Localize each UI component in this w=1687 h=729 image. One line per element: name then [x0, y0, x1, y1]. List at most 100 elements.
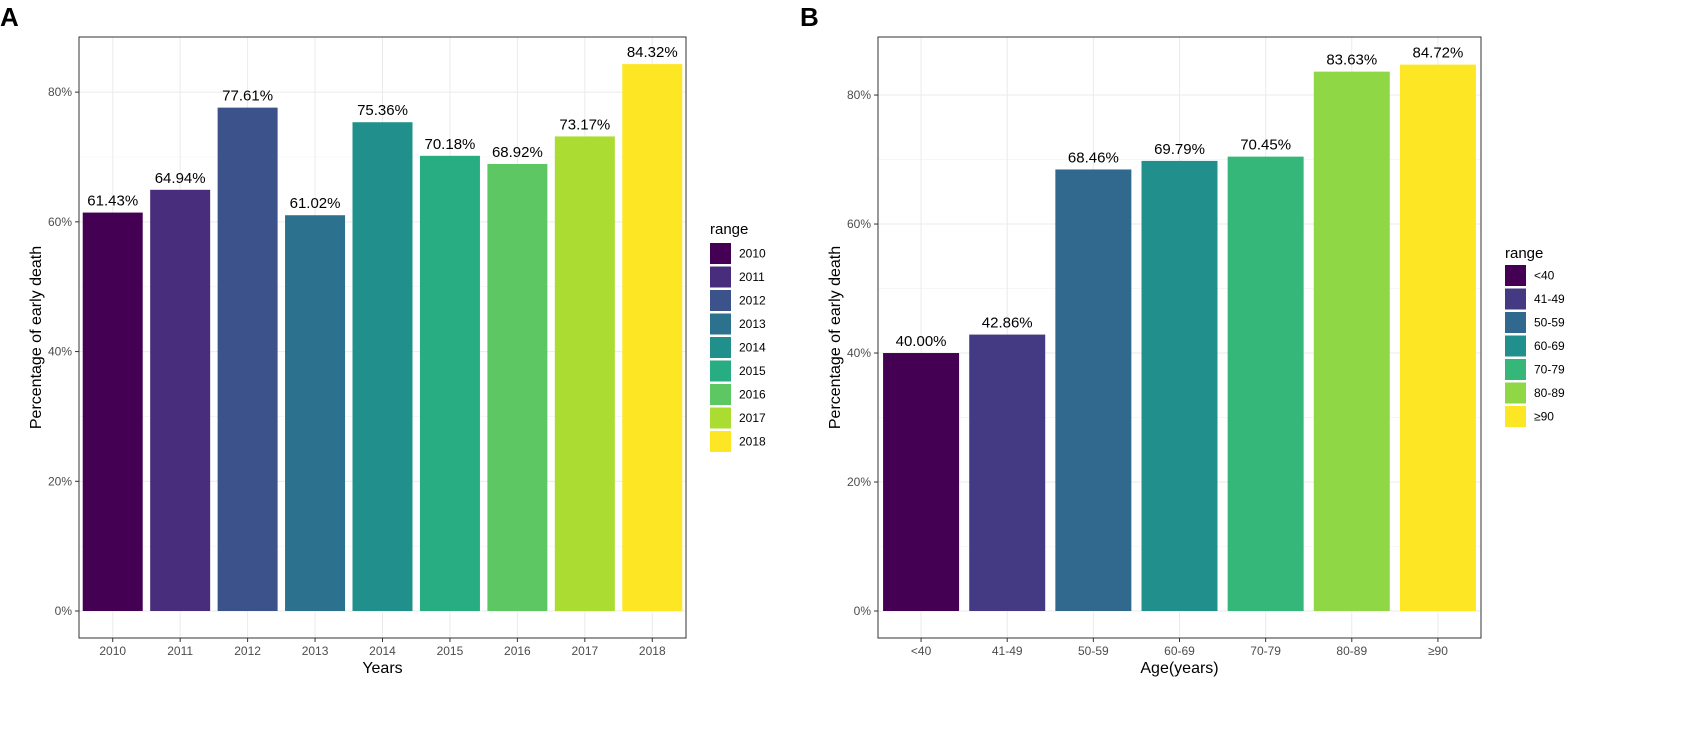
panel-a-legend-title: range: [710, 221, 748, 238]
panel-b-bar-60-69: [1141, 160, 1218, 611]
panel-b-bar-80-89: [1313, 71, 1390, 611]
panel-a-legend-swatch: [710, 266, 731, 288]
panel-a-legend: range 2010 2011 2012 2013 2014 2015 2016 2017 20…: [710, 221, 766, 452]
panel-a-y-tick-label: 60%: [48, 215, 72, 229]
panel-b-legend-label: 70-79: [1534, 363, 1565, 377]
panel-a-legend-label: 2010: [739, 247, 766, 261]
panel-b-legend-label: 50-59: [1534, 316, 1565, 330]
panel-a-x-tick-label: 2016: [504, 644, 531, 658]
panel-a-data-label: 75.36%: [357, 102, 408, 119]
panel-a-bar-2014: [352, 122, 413, 612]
panel-a-legend-label: 2018: [739, 435, 766, 449]
panel-b-bar-50-59: [1055, 169, 1132, 611]
panel-b-bar-<40: [883, 353, 960, 611]
panel-a-legend-swatch: [710, 337, 731, 358]
panel-a-legend-swatch: [710, 243, 731, 264]
panel-b-y-axis: 0% 20% 40% 60% 80%: [847, 88, 878, 618]
panel-a-legend-label: 2015: [739, 364, 766, 378]
panel-b-data-label: 42.86%: [982, 315, 1033, 332]
panel-b-data-label: 83.63%: [1326, 52, 1377, 69]
panel-b-x-tick-label: <40: [911, 644, 932, 658]
panel-b-data-label: 40.00%: [896, 333, 947, 350]
panel-b-bar-labels: 40.00% 42.86% 68.46% 69.79% 70.45% 83.63% 84.7…: [896, 45, 1464, 350]
panel-b-x-axis-title: Age(years): [1140, 660, 1218, 677]
panel-a-x-tick-label: 2017: [571, 644, 598, 658]
panel-b-y-axis-title: Percentage of early death: [827, 246, 844, 429]
panel-a-legend-swatch: [710, 431, 731, 452]
panel-b-legend-label: 60-69: [1534, 339, 1565, 353]
panel-a-x-tick-label: 2010: [99, 644, 126, 658]
panel-a-y-tick-label: 0%: [55, 604, 73, 618]
panel-a-x-tick-label: 2013: [302, 644, 329, 658]
panel-a-y-tick-label: 40%: [48, 345, 72, 359]
panel-a-x-axis-title: Years: [362, 660, 402, 677]
panel-a-data-label: 84.32%: [627, 44, 678, 61]
panel-a-legend-swatch: [710, 290, 731, 311]
panel-a-data-label: 73.17%: [559, 116, 610, 133]
panel-b-x-tick-label: ≥90: [1428, 644, 1448, 658]
panel-a-legend-label: 2013: [739, 317, 766, 331]
panel-b-data-label: 69.79%: [1154, 141, 1205, 158]
panel-b-legend-swatch: [1505, 312, 1526, 333]
panel-a-legend-swatch: [710, 407, 731, 429]
panel-a-y-axis-title: Percentage of early death: [28, 246, 45, 429]
panel-a-data-label: 61.43%: [87, 193, 138, 210]
panel-b-legend-swatch: [1505, 382, 1526, 404]
panel-a-data-label: 64.94%: [155, 170, 206, 187]
panel-b-legend-swatch: [1505, 335, 1526, 357]
panel-a-legend-label: 2016: [739, 388, 766, 402]
panel-b-data-label: 84.72%: [1412, 45, 1463, 62]
panel-a-x-axis: 2010 2011 2012 2013 2014 2015 2016 2017 2018: [99, 638, 666, 658]
panel-a-bar-2013: [285, 215, 346, 611]
panel-a-bar-2010: [82, 212, 143, 611]
panel-a-y-axis: 0% 20% 40% 60% 80%: [48, 85, 79, 618]
panel-a-legend-label: 2012: [739, 294, 766, 308]
panel-b-legend-swatch: [1505, 288, 1526, 310]
panel-b-legend: range <40 41-49 50-59 60-69 70-79 80-89 ≥90: [1505, 245, 1565, 427]
panel-a-bar-labels: 61.43% 64.94% 77.61% 61.02% 75.36% 70.18% 68.9…: [87, 44, 677, 212]
panel-a-legend-label: 2014: [739, 341, 766, 355]
panel-b-x-tick-label: 70-79: [1250, 644, 1281, 658]
panel-a-legend-label: 2017: [739, 411, 766, 425]
panel-b-x-axis: <40 41-49 50-59 60-69 70-79 80-89 ≥90: [911, 638, 1448, 658]
panel-a-bar-2016: [487, 163, 548, 611]
panel-a-x-tick-label: 2011: [167, 644, 193, 658]
panel-b-y-tick-label: 40%: [847, 346, 871, 360]
panel-b-x-tick-label: 80-89: [1336, 644, 1367, 658]
panel-b-letter: B: [800, 2, 819, 32]
panel-b-y-tick-label: 80%: [847, 88, 871, 102]
panel-b-bar-41-49: [969, 334, 1046, 611]
panel-b-bars: [883, 64, 1476, 612]
panel-a-bars: [82, 64, 683, 612]
panel-b-bar-≥90: [1399, 64, 1476, 612]
panel-b-data-label: 70.45%: [1240, 137, 1291, 154]
panel-a-legend-label: 2011: [739, 270, 765, 284]
panel-a-x-tick-label: 2014: [369, 644, 396, 658]
panel-b-bar-70-79: [1227, 156, 1304, 611]
panel-a-letter: A: [0, 2, 19, 32]
panel-b-y-tick-label: 0%: [854, 604, 872, 618]
panel-a-data-label: 77.61%: [222, 88, 273, 105]
panel-b: B 40.00% 42.86% 68.46% 69.79% 70.45% 83.63% 84…: [800, 2, 1565, 677]
panel-b-legend-swatch: [1505, 359, 1526, 380]
panel-a-y-tick-label: 80%: [48, 85, 72, 99]
panel-b-legend-label: ≥90: [1534, 410, 1554, 424]
panel-a-data-label: 70.18%: [425, 136, 476, 153]
panel-a-legend-swatch: [710, 313, 731, 335]
panel-a-bar-2012: [217, 107, 278, 611]
panel-a: A 61.43% 64.94% 77.61% 61.02% 75.36% 70.18% 68…: [0, 2, 766, 677]
panel-b-legend-swatch: [1505, 265, 1526, 286]
panel-a-y-tick-label: 20%: [48, 474, 72, 488]
panel-a-bar-2015: [419, 155, 480, 612]
panel-b-legend-label: 41-49: [1534, 292, 1565, 306]
panel-a-bar-2017: [554, 136, 615, 612]
panel-b-x-tick-label: 50-59: [1078, 644, 1109, 658]
panel-b-legend-swatch: [1505, 406, 1526, 427]
panel-a-x-tick-label: 2015: [437, 644, 464, 658]
panel-b-legend-title: range: [1505, 245, 1543, 262]
panel-a-data-label: 68.92%: [492, 144, 543, 161]
panel-a-bar-2011: [150, 189, 211, 611]
panel-b-x-tick-label: 41-49: [992, 644, 1023, 658]
panel-b-legend-label: 80-89: [1534, 386, 1565, 400]
panel-a-x-tick-label: 2012: [234, 644, 261, 658]
